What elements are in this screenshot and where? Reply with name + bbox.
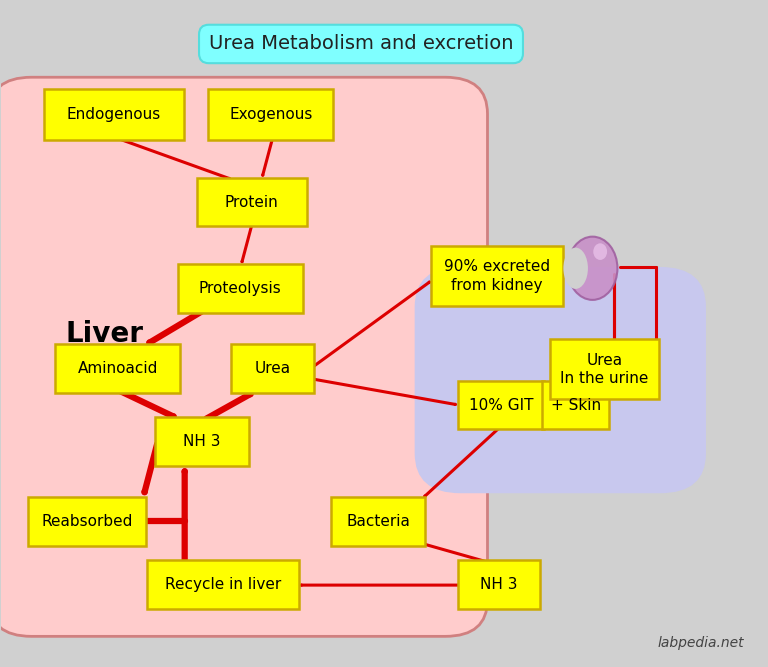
FancyBboxPatch shape	[550, 340, 659, 400]
FancyBboxPatch shape	[44, 89, 184, 140]
Text: Protein: Protein	[225, 195, 279, 209]
FancyBboxPatch shape	[458, 381, 545, 430]
Text: Aminoacid: Aminoacid	[78, 361, 157, 376]
Text: Recycle in liver: Recycle in liver	[165, 577, 281, 592]
Text: NH 3: NH 3	[184, 434, 220, 449]
FancyBboxPatch shape	[431, 246, 564, 306]
Text: Liver: Liver	[65, 319, 143, 348]
Text: Proteolysis: Proteolysis	[199, 281, 282, 296]
FancyBboxPatch shape	[231, 344, 314, 393]
Text: Urea
In the urine: Urea In the urine	[560, 353, 649, 386]
FancyBboxPatch shape	[28, 497, 146, 546]
FancyBboxPatch shape	[147, 560, 299, 609]
FancyBboxPatch shape	[331, 497, 425, 546]
Text: Urea Metabolism and excretion: Urea Metabolism and excretion	[209, 35, 513, 53]
FancyBboxPatch shape	[415, 267, 706, 494]
FancyBboxPatch shape	[458, 560, 541, 609]
Ellipse shape	[568, 237, 617, 300]
FancyBboxPatch shape	[197, 177, 306, 226]
FancyBboxPatch shape	[55, 344, 180, 393]
Text: 90% excreted
from kidney: 90% excreted from kidney	[444, 259, 550, 293]
Text: Exogenous: Exogenous	[229, 107, 313, 122]
Text: Urea: Urea	[255, 361, 291, 376]
FancyBboxPatch shape	[0, 77, 488, 636]
FancyBboxPatch shape	[542, 381, 609, 430]
Text: Reabsorbed: Reabsorbed	[41, 514, 133, 529]
FancyBboxPatch shape	[155, 418, 249, 466]
Text: Bacteria: Bacteria	[346, 514, 410, 529]
Text: + Skin: + Skin	[551, 398, 601, 413]
FancyBboxPatch shape	[177, 264, 303, 313]
Ellipse shape	[594, 243, 607, 260]
FancyBboxPatch shape	[208, 89, 333, 140]
Text: NH 3: NH 3	[480, 577, 518, 592]
Text: 10% GIT: 10% GIT	[468, 398, 533, 413]
Text: Endogenous: Endogenous	[67, 107, 161, 122]
Text: labpedia.net: labpedia.net	[657, 636, 744, 650]
Ellipse shape	[564, 247, 588, 289]
